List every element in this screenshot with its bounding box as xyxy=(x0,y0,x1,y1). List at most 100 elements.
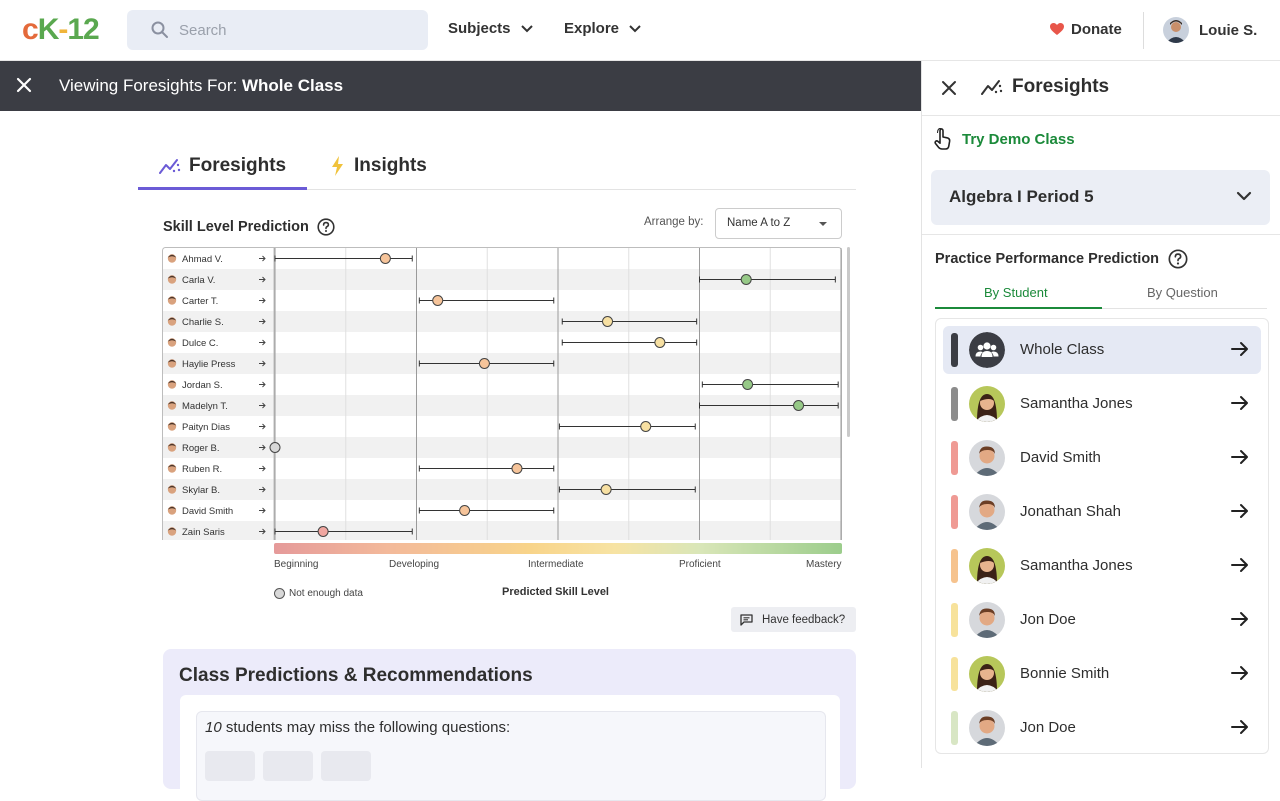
row-arrow-icon xyxy=(259,444,266,451)
student-row[interactable]: David Smith xyxy=(943,434,1261,482)
tab-insights[interactable]: Insights xyxy=(330,155,427,177)
student-name: Samantha Jones xyxy=(1020,395,1133,412)
nav-divider xyxy=(1143,12,1144,49)
question-chip[interactable] xyxy=(205,751,255,781)
subtab-by-student[interactable]: By Student xyxy=(984,285,1048,300)
student-name: Dulce C. xyxy=(182,338,218,349)
row-stripe xyxy=(163,437,841,458)
arrow-right-icon xyxy=(1231,396,1248,410)
arrow-right-icon xyxy=(1231,342,1248,356)
student-avatar xyxy=(167,464,177,473)
prediction-point xyxy=(742,379,754,390)
nav-subjects[interactable]: Subjects xyxy=(448,20,533,37)
row-arrow-icon xyxy=(259,297,266,304)
student-row-whole-class[interactable]: Whole Class xyxy=(943,326,1261,374)
student-avatar xyxy=(167,485,177,494)
search-icon xyxy=(151,21,168,38)
row-stripe xyxy=(163,479,841,500)
student-row[interactable]: Samantha Jones xyxy=(943,380,1261,428)
row-arrow[interactable] xyxy=(1231,503,1249,519)
help-icon[interactable] xyxy=(317,218,335,236)
donate-label: Donate xyxy=(1071,21,1122,38)
subtab-by-question[interactable]: By Question xyxy=(1147,285,1218,300)
chevron-down-icon xyxy=(1236,191,1252,201)
missed-questions-sentence: students may miss the following question… xyxy=(221,719,511,736)
tab-foresights[interactable]: Foresights xyxy=(159,155,286,177)
student-name: Jon Doe xyxy=(1020,719,1076,736)
student-row[interactable]: Samantha Jones xyxy=(943,542,1261,590)
row-stripe xyxy=(163,311,841,332)
foresights-panel: Foresights Try Demo Class Algebra I Peri… xyxy=(921,61,1280,768)
row-arrow[interactable] xyxy=(1231,611,1249,627)
donate-button[interactable]: Donate xyxy=(1050,21,1122,38)
caret-down-icon xyxy=(819,222,827,226)
student-name: Jordan S. xyxy=(182,380,223,391)
prediction-point xyxy=(740,274,752,285)
panel-title: Foresights xyxy=(981,76,1109,98)
tab-bar: Foresights Insights xyxy=(138,145,856,190)
nav-explore[interactable]: Explore xyxy=(564,20,641,37)
row-arrow-icon xyxy=(259,318,266,325)
class-predictions-section: Class Predictions & Recommendations 10 s… xyxy=(163,649,856,801)
class-select-value: Algebra I Period 5 xyxy=(949,187,1094,206)
performance-bar xyxy=(951,711,958,745)
close-icon[interactable] xyxy=(16,77,32,93)
group-icon xyxy=(969,332,1005,368)
student-avatar xyxy=(167,317,177,326)
student-row[interactable]: Bonnie Smith xyxy=(943,650,1261,698)
search-box[interactable] xyxy=(127,10,428,50)
performance-bar xyxy=(951,441,958,475)
prediction-point xyxy=(654,337,666,348)
row-arrow[interactable] xyxy=(1231,557,1249,573)
arrow-right-icon xyxy=(1231,558,1248,572)
performance-bar xyxy=(951,657,958,691)
prediction-point xyxy=(602,316,614,327)
row-arrow-icon xyxy=(259,360,266,367)
student-row[interactable]: Jon Doe xyxy=(943,596,1261,644)
row-arrow[interactable] xyxy=(1231,665,1249,681)
tab-foresights-label: Foresights xyxy=(189,155,287,176)
prediction-point xyxy=(459,505,471,516)
student-avatar xyxy=(167,275,177,284)
avatar xyxy=(969,440,1005,476)
ck12-logo[interactable]: cK-12 xyxy=(22,13,100,46)
arrow-right-icon xyxy=(1231,666,1248,680)
try-demo-class-link[interactable]: Try Demo Class xyxy=(934,128,1075,150)
close-icon[interactable] xyxy=(941,80,957,96)
student-name: Madelyn T. xyxy=(182,401,228,412)
row-arrow-icon xyxy=(259,486,266,493)
chart-title: Skill Level Prediction xyxy=(163,218,335,236)
row-arrow[interactable] xyxy=(1231,719,1249,735)
student-name: Whole Class xyxy=(1020,341,1105,358)
student-name: David Smith xyxy=(1020,449,1101,466)
student-avatar xyxy=(167,359,177,368)
trend-chart-icon xyxy=(981,80,1003,95)
row-arrow[interactable] xyxy=(1231,395,1249,411)
row-arrow[interactable] xyxy=(1231,341,1249,357)
student-row[interactable]: Jon Doe xyxy=(943,704,1261,752)
student-avatar xyxy=(167,527,177,536)
chart-scrollbar[interactable] xyxy=(847,247,850,437)
chart-title-text: Skill Level Prediction xyxy=(163,219,309,235)
performance-bar xyxy=(951,495,958,529)
arrange-select[interactable]: Name A to Z xyxy=(715,208,842,239)
feedback-button[interactable]: Have feedback? xyxy=(731,607,856,632)
active-subtab-indicator xyxy=(935,307,1102,309)
row-arrow[interactable] xyxy=(1231,449,1249,465)
help-icon[interactable] xyxy=(1168,249,1188,269)
question-chip[interactable] xyxy=(263,751,313,781)
student-row[interactable]: Jonathan Shah xyxy=(943,488,1261,536)
question-chip[interactable] xyxy=(321,751,371,781)
avatar xyxy=(969,494,1005,530)
class-select[interactable]: Algebra I Period 5 xyxy=(931,170,1270,225)
arrow-right-icon xyxy=(1231,612,1248,626)
arrow-right-icon xyxy=(1231,504,1248,518)
student-count: 10 xyxy=(205,719,222,736)
user-menu[interactable]: Louie S. xyxy=(1163,17,1257,43)
chevron-down-icon xyxy=(520,24,533,32)
section-title-text: Practice Performance Prediction xyxy=(935,251,1160,267)
performance-bar xyxy=(951,549,958,583)
search-input[interactable] xyxy=(179,21,409,39)
row-arrow-icon xyxy=(259,381,266,388)
row-arrow-icon xyxy=(259,423,266,430)
